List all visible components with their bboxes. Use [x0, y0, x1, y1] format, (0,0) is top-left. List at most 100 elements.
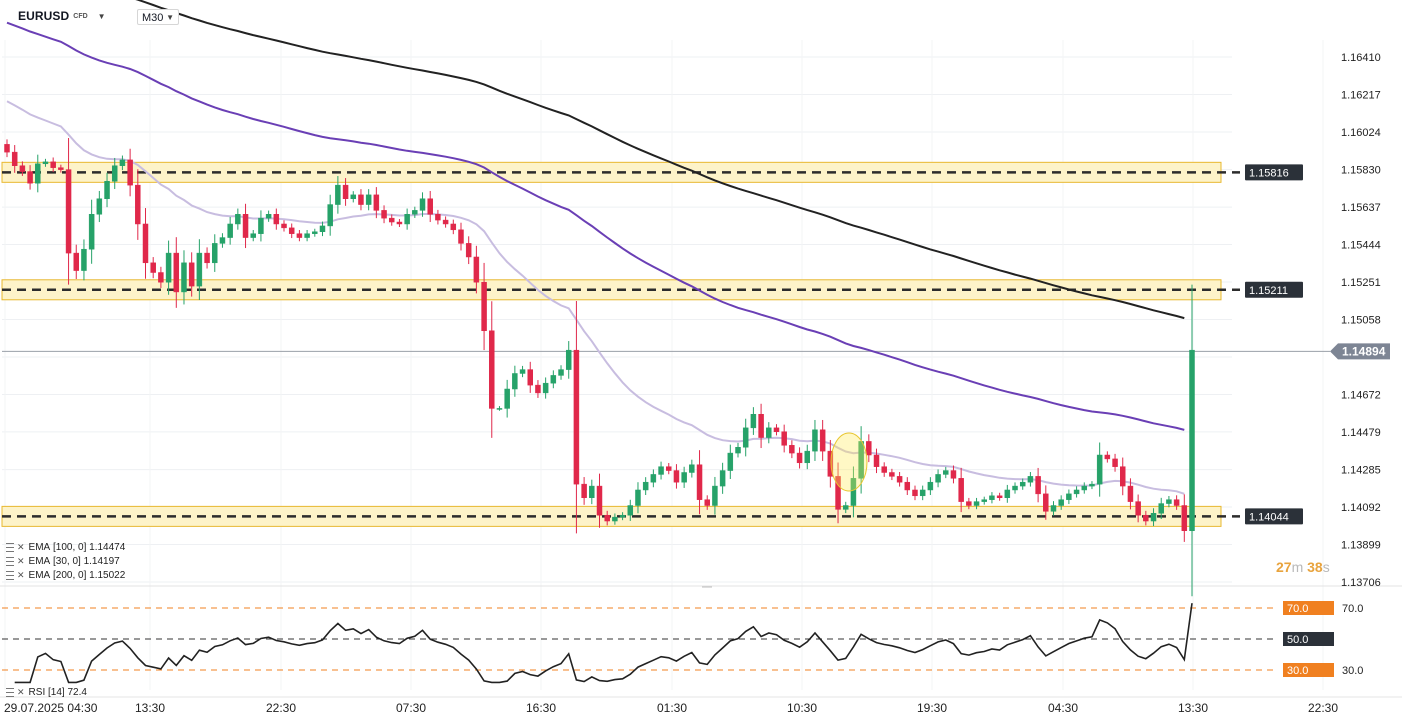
candle-body[interactable]	[450, 223, 457, 231]
candle-body[interactable]	[558, 369, 564, 376]
legend-ema-200[interactable]: ✕ EMA [200, 0] 1.15022	[6, 570, 125, 581]
last-price-tag[interactable]	[1330, 343, 1390, 360]
candle-body[interactable]	[412, 210, 418, 215]
candle-body[interactable]	[750, 413, 757, 429]
symbol-name[interactable]: EURUSD	[18, 9, 70, 23]
candle-body[interactable]	[789, 445, 795, 454]
candle-body[interactable]	[1050, 505, 1057, 512]
candle-body[interactable]	[919, 489, 926, 497]
candle-body[interactable]	[135, 184, 141, 225]
candle-body[interactable]	[358, 194, 364, 205]
candle-body[interactable]	[1027, 476, 1034, 483]
candle-body[interactable]	[281, 223, 287, 229]
symbol-header[interactable]: EURUSD CFD ▼	[18, 9, 106, 23]
candle-body[interactable]	[589, 485, 595, 498]
candle-body[interactable]	[212, 243, 218, 264]
candle-body[interactable]	[1150, 513, 1157, 522]
candle-body[interactable]	[812, 429, 818, 452]
candle-body[interactable]	[127, 159, 133, 186]
candle-body[interactable]	[19, 165, 26, 172]
candle-body[interactable]	[1058, 499, 1064, 506]
candle-body[interactable]	[273, 214, 280, 225]
candle-body[interactable]	[627, 505, 634, 516]
legend-ema-100[interactable]: ✕ EMA [100, 0] 1.14474	[6, 542, 125, 553]
candle-body[interactable]	[111, 165, 118, 182]
candle-body[interactable]	[119, 159, 126, 166]
candle-body[interactable]	[573, 349, 580, 485]
settings-icon[interactable]	[6, 557, 14, 566]
candle-body[interactable]	[1035, 476, 1041, 495]
candle-body[interactable]	[35, 163, 41, 184]
candle-body[interactable]	[1104, 454, 1111, 460]
candle-body[interactable]	[88, 214, 95, 250]
candle-body[interactable]	[681, 472, 687, 483]
candle-body[interactable]	[373, 194, 380, 211]
candle-body[interactable]	[719, 470, 726, 487]
candle-body[interactable]	[1166, 499, 1172, 504]
candle-body[interactable]	[889, 472, 895, 477]
candle-body[interactable]	[542, 382, 549, 394]
candle-body[interactable]	[796, 452, 803, 464]
level-price-tag[interactable]	[1245, 508, 1303, 525]
candle-body[interactable]	[27, 171, 33, 184]
candle-body[interactable]	[996, 495, 1003, 498]
candle-body[interactable]	[658, 466, 664, 475]
candle-body[interactable]	[73, 252, 80, 271]
candle-body[interactable]	[258, 217, 264, 234]
candle-body[interactable]	[11, 151, 18, 166]
candle-body[interactable]	[312, 231, 318, 234]
timeframe-select[interactable]: M30 ▼	[137, 9, 179, 25]
candle-body[interactable]	[481, 281, 487, 332]
candle-body[interactable]	[435, 214, 441, 221]
candle-body[interactable]	[296, 233, 303, 238]
candle-body[interactable]	[158, 272, 164, 283]
candle-body[interactable]	[727, 452, 734, 471]
candle-body[interactable]	[227, 223, 233, 238]
candle-body[interactable]	[873, 454, 880, 467]
candle-body[interactable]	[596, 485, 603, 516]
candle-body[interactable]	[1081, 485, 1088, 491]
candle-body[interactable]	[804, 450, 811, 464]
candle-body[interactable]	[1089, 483, 1095, 487]
candle-body[interactable]	[350, 194, 357, 199]
level-price-tag[interactable]	[1245, 281, 1303, 298]
candle-body[interactable]	[781, 431, 787, 446]
candle-body[interactable]	[973, 501, 980, 506]
candle-body[interactable]	[866, 441, 872, 456]
candle-body[interactable]	[850, 478, 857, 506]
candle-body[interactable]	[565, 349, 572, 370]
time-axis[interactable]: 29.07.2025 04:30 13:30 22:30 07:30 16:30 01:3…	[0, 696, 1402, 715]
candle-body[interactable]	[758, 413, 764, 438]
candle-body[interactable]	[288, 227, 295, 234]
rsi-pane[interactable]: 70.0 50.0 30.0 70.0 30.0	[2, 601, 1363, 684]
candle-body[interactable]	[950, 470, 957, 479]
candle-body[interactable]	[473, 256, 480, 283]
candle-body[interactable]	[404, 214, 410, 225]
candle-body[interactable]	[835, 476, 841, 510]
legend-ema-30[interactable]: ✕ EMA [30, 0] 1.14197	[6, 556, 120, 567]
candle-body[interactable]	[958, 478, 964, 502]
candle-body[interactable]	[1019, 481, 1026, 487]
candle-body[interactable]	[1173, 499, 1180, 506]
candle-body[interactable]	[827, 450, 834, 477]
candle-body[interactable]	[635, 489, 641, 506]
chevron-down-icon[interactable]: ▼	[166, 13, 174, 22]
candle-body[interactable]	[742, 427, 749, 448]
candle-body[interactable]	[489, 330, 495, 409]
candle-body[interactable]	[1066, 493, 1072, 500]
candle-body[interactable]	[650, 474, 657, 483]
candle-body[interactable]	[673, 470, 680, 483]
close-icon[interactable]: ✕	[17, 570, 25, 580]
candle-body[interactable]	[319, 225, 326, 232]
candle-body[interactable]	[689, 464, 695, 473]
candle-body[interactable]	[96, 198, 103, 215]
candle-body[interactable]	[1135, 501, 1141, 516]
candle-body[interactable]	[712, 485, 718, 506]
legend-rsi[interactable]: ✕ RSI [14] 72.4	[6, 687, 87, 698]
candle-body[interactable]	[150, 262, 156, 273]
candle-body[interactable]	[1096, 454, 1103, 485]
candle-body[interactable]	[604, 514, 610, 522]
candle-body[interactable]	[735, 447, 741, 454]
candle-body[interactable]	[165, 252, 172, 283]
